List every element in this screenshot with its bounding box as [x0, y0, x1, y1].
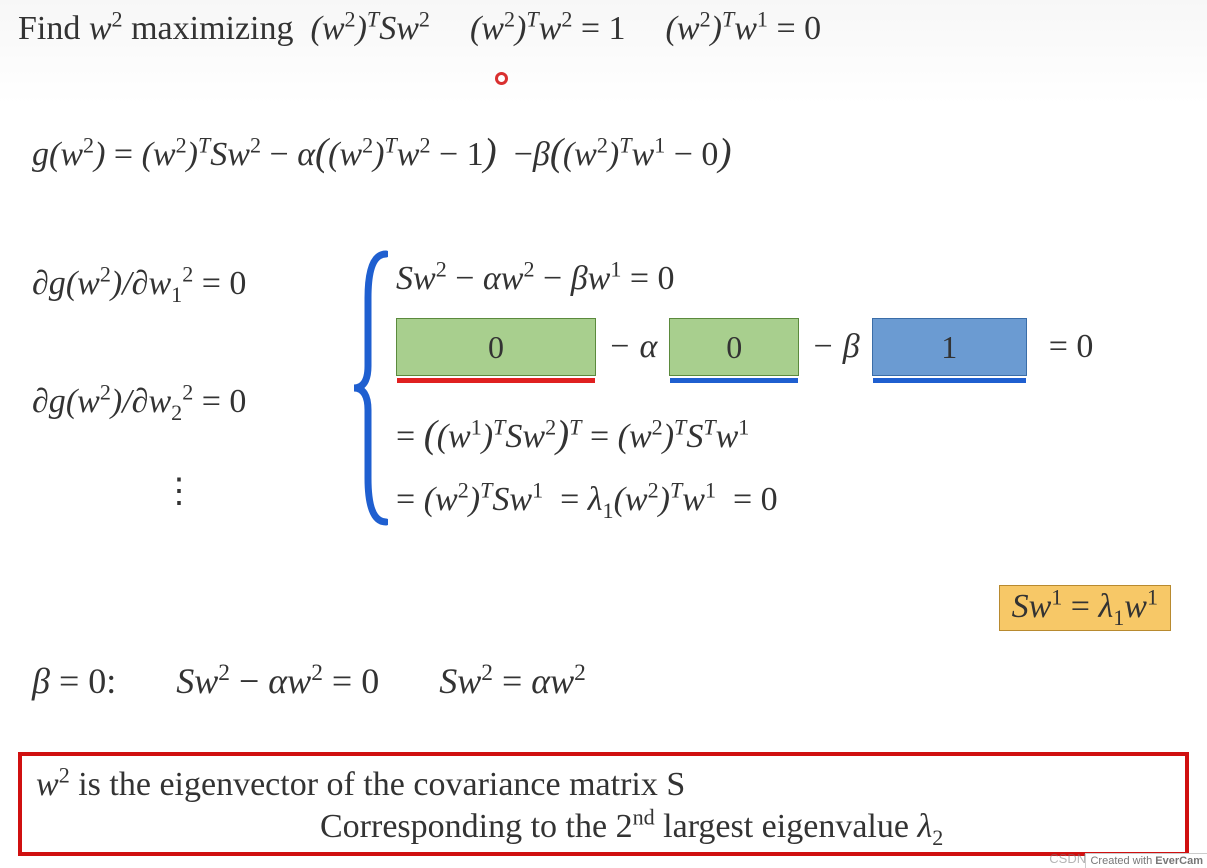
conclusion-line-1: w2 is the eigenvector of the covariance …: [36, 766, 1171, 804]
maximizing-word: maximizing: [131, 10, 293, 47]
gradient-eq: Sw2 − αw2 − βw1 = 0: [396, 260, 1197, 298]
partial-2: ∂g(w2)/∂w22 = 0: [32, 383, 352, 421]
find-word: Find: [18, 10, 80, 47]
lambda-step: = (w2)TSw1 = λ1(w2)Tw1 = 0: [396, 481, 1197, 519]
transpose-step: = ((w1)TSw2)T = (w2)TSTw1: [396, 412, 1197, 457]
conclusion-box: w2 is the eigenvector of the covariance …: [18, 752, 1189, 856]
box-green-1: 0: [396, 318, 596, 376]
partial-1: ∂g(w2)/∂w12 = 0: [32, 265, 352, 303]
beta-zero-line: β = 0: Sw2 − αw2 = 0 Sw2 = αw2: [32, 660, 586, 702]
evercam-badge: Created with EverCam: [1085, 853, 1207, 868]
partial-derivatives: ∂g(w2)/∂w12 = 0 ∂g(w2)/∂w22 = 0 ⋮: [32, 250, 352, 511]
curly-brace-icon: [352, 248, 388, 528]
conclusion-line-2: Corresponding to the 2nd largest eigenva…: [320, 808, 1171, 846]
laser-pointer-icon: [495, 72, 508, 85]
box-blue-1: 1: [872, 318, 1027, 376]
constraint-2: (w2)Tw1 = 0: [666, 10, 822, 48]
derivation-steps: Sw2 − αw2 − βw1 = 0 0 − α 0 − β 1 = 0 = …: [396, 260, 1197, 519]
eigen-highlight-box: Sw1 = λ1w1: [999, 585, 1171, 631]
lagrangian-equation: g(w2) = (w2)TSw2 − α((w2)Tw2 − 1) −β((w2…: [32, 130, 731, 175]
box-green-2: 0: [669, 318, 799, 376]
vertical-dots: ⋮: [162, 471, 352, 511]
constraint-1: (w2)Tw2 = 1: [470, 10, 626, 48]
problem-statement: Find w2 maximizing (w2)TSw2 (w2)Tw2 = 1 …: [18, 10, 1197, 48]
projection-eq: 0 − α 0 − β 1 = 0: [396, 318, 1197, 376]
